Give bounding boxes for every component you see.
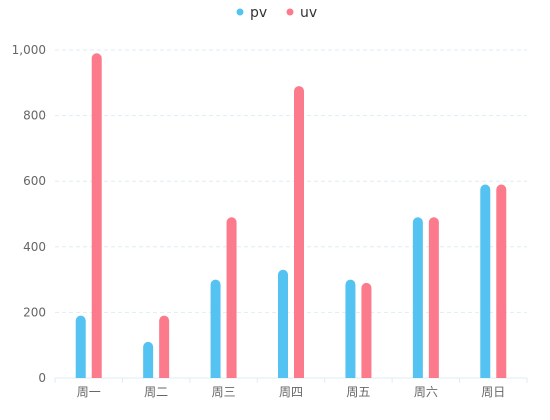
y-tick-label: 0 xyxy=(38,371,46,385)
x-tick-label: 周六 xyxy=(414,385,438,399)
x-tick-label: 周二 xyxy=(144,385,168,399)
bar-uv-4[interactable] xyxy=(294,86,304,378)
y-tick-label: 400 xyxy=(23,240,46,254)
bar-uv-7[interactable] xyxy=(496,184,507,378)
legend-marker-pv xyxy=(236,8,244,16)
x-tick-label: 周一 xyxy=(77,385,101,399)
y-tick-label: 800 xyxy=(23,109,46,123)
x-axis: 周一 周二 周三 周四 周五 周六 周日 xyxy=(54,377,528,399)
bar-pv-5[interactable] xyxy=(345,279,356,378)
x-tick-label: 周日 xyxy=(481,385,505,399)
y-tick-label: 600 xyxy=(23,174,46,188)
legend-marker-uv xyxy=(286,8,294,16)
bar-uv-1[interactable] xyxy=(91,53,102,378)
legend: pv uv xyxy=(236,5,317,21)
x-tick-label: 周三 xyxy=(212,385,236,399)
bar-pv-7[interactable] xyxy=(480,184,491,378)
bar-uv-3[interactable] xyxy=(226,217,237,378)
bar-uv-5[interactable] xyxy=(361,282,372,378)
legend-label-pv: pv xyxy=(250,5,267,21)
y-tick-label: 1,000 xyxy=(12,43,46,57)
x-tick-label: 周四 xyxy=(279,385,303,399)
x-tick-label: 周五 xyxy=(346,385,370,399)
bar-pv-1[interactable] xyxy=(75,315,86,378)
bar-pv-6[interactable] xyxy=(412,217,423,378)
bar-pv-2[interactable] xyxy=(143,341,154,378)
bars-layer xyxy=(75,53,507,378)
bar-pv-3[interactable] xyxy=(210,279,221,378)
bar-uv-6[interactable] xyxy=(428,217,439,378)
bar-uv-2[interactable] xyxy=(159,315,170,378)
y-tick-label: 200 xyxy=(23,305,46,319)
legend-label-uv: uv xyxy=(300,5,317,21)
grid-layer xyxy=(55,49,527,313)
y-axis: 0 200 400 600 800 1,000 xyxy=(12,43,46,385)
bar-pv-4[interactable] xyxy=(278,269,288,378)
